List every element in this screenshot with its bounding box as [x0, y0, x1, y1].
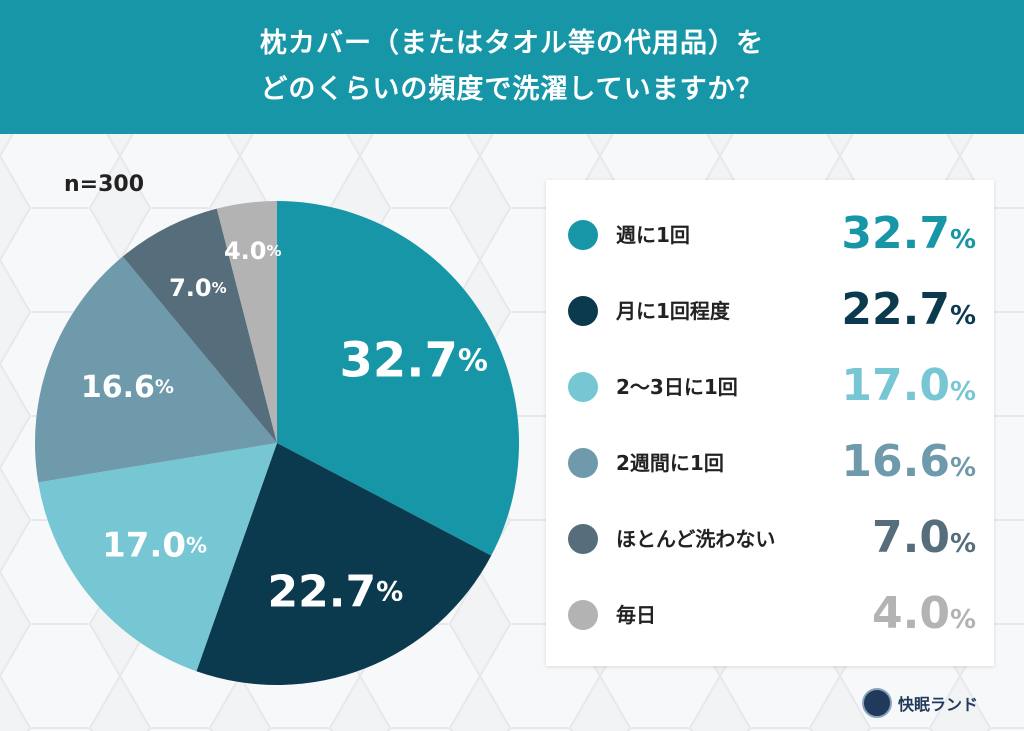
legend-color-swatch	[568, 448, 598, 478]
legend-label: 毎日	[616, 603, 656, 627]
legend-color-swatch	[568, 220, 598, 250]
legend-label: 2週間に1回	[616, 451, 724, 475]
legend-item: 毎日 4.0%	[546, 578, 994, 650]
legend-value: 4.0%	[871, 588, 976, 639]
legend-color-swatch	[568, 600, 598, 630]
legend-value: 7.0%	[871, 512, 976, 563]
pie-slice-label: 22.7%	[268, 566, 404, 617]
legend-value: 22.7%	[841, 284, 976, 335]
legend-item: 2週間に1回 16.6%	[546, 426, 994, 498]
pie-slice	[196, 443, 492, 685]
legend-label: 週に1回	[616, 223, 690, 247]
legend-label: ほとんど洗わない	[616, 527, 776, 551]
pie-slice-label: 4.0%	[224, 237, 282, 265]
legend-color-swatch	[568, 296, 598, 326]
pie-slice	[35, 256, 278, 483]
legend-value: 17.0%	[841, 360, 976, 411]
legend-value: 32.7%	[841, 208, 976, 259]
legend-color-swatch	[568, 524, 598, 554]
legend-item: 週に1回 32.7%	[546, 198, 994, 270]
pie-slice-label: 16.6%	[81, 370, 174, 405]
legend-item: ほとんど洗わない 7.0%	[546, 502, 994, 574]
legend-label: 2〜3日に1回	[616, 375, 738, 399]
legend-item: 2〜3日に1回 17.0%	[546, 350, 994, 422]
pie-chart: 32.7% 22.7% 17.0% 16.6% 7.0% 4.0%	[35, 201, 519, 685]
sample-size: n=300	[64, 172, 145, 197]
legend-item: 月に1回程度 22.7%	[546, 274, 994, 346]
brand-logo: 快眠ランド	[862, 688, 978, 718]
pie-slice	[216, 201, 277, 443]
pie-slice-label: 7.0%	[169, 274, 227, 302]
brand-name: 快眠ランド	[898, 695, 979, 714]
pie-slice	[122, 208, 277, 443]
pie-slice	[38, 443, 277, 672]
pie-slice-label: 32.7%	[339, 332, 487, 388]
legend-value: 16.6%	[841, 436, 976, 487]
legend: 週に1回 32.7% 月に1回程度 22.7% 2〜3日に1回 17.0% 2週間に1回 16…	[546, 180, 994, 666]
chart-title-line-2: どのくらいの頻度で洗濯していますか？	[260, 74, 764, 105]
kaimin-land-logo-icon	[862, 688, 892, 718]
legend-label: 月に1回程度	[616, 299, 730, 323]
header-banner: 枕カバー（またはタオル等の代用品）を どのくらいの頻度で洗濯していますか？	[0, 0, 1024, 134]
chart-title-line-1: 枕カバー（またはタオル等の代用品）を	[260, 28, 764, 59]
pie-slice-label: 17.0%	[102, 526, 207, 566]
pie-slice	[277, 201, 519, 556]
legend-color-swatch	[568, 372, 598, 402]
